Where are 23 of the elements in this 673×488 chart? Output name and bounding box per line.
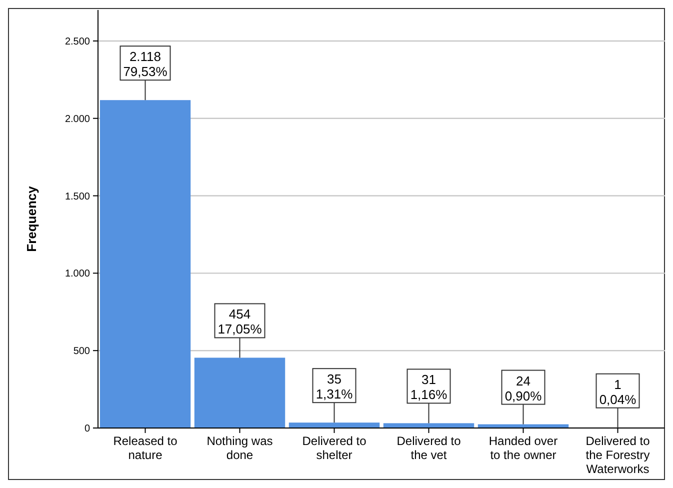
x-tick-label: Delivered to shelter	[302, 434, 367, 462]
data-label: 454 17,05%	[218, 306, 262, 337]
data-label: 24 0,90%	[504, 373, 542, 404]
y-tick-label: 2.000	[64, 114, 90, 125]
y-tick-label: 1.000	[64, 268, 90, 280]
x-tick-label: Handed over to the owner	[488, 434, 558, 462]
data-label: 2.118 79,53%	[123, 49, 168, 80]
bar	[100, 100, 191, 428]
y-axis-title: Frequency	[24, 185, 39, 252]
y-tick-label: 500	[73, 346, 90, 358]
bar	[194, 358, 286, 428]
bar	[288, 422, 380, 428]
y-tick-label: 0	[84, 424, 90, 434]
y-tick-label: 2.500	[64, 36, 90, 48]
data-label: 35 1,31%	[316, 372, 354, 402]
x-tick-label: Delivered to the vet	[396, 434, 462, 462]
x-tick-label: Released to nature	[113, 434, 178, 462]
bar	[383, 423, 474, 428]
x-tick-label: Nothing was done	[206, 434, 273, 462]
data-label: 31 1,16%	[410, 372, 448, 402]
y-tick-label: 1.500	[64, 191, 90, 202]
data-label: 1 0,04%	[599, 376, 637, 407]
x-tick-label: Delivered to the Forestry Waterworks	[586, 434, 650, 476]
